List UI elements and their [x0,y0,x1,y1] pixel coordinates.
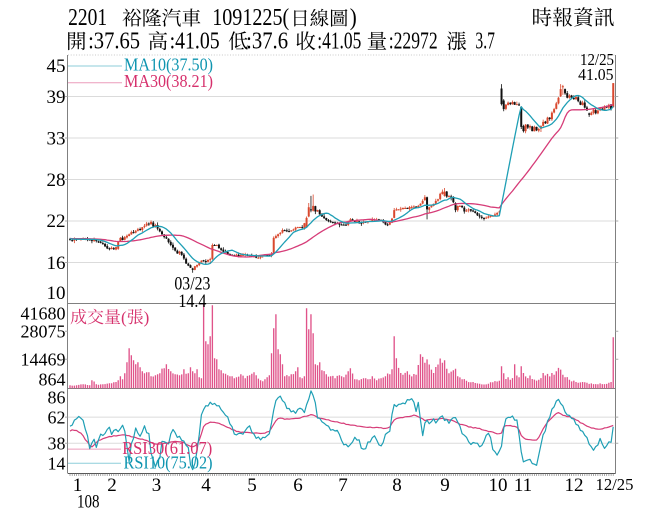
svg-text:4: 4 [201,475,211,496]
svg-text::37.6: :37.6 [246,29,288,55]
svg-text::41.05: :41.05 [317,29,361,55]
svg-text:14.4: 14.4 [178,291,206,312]
svg-text::41.05: :41.05 [170,29,220,55]
svg-text:2: 2 [107,475,117,496]
svg-text:5: 5 [247,475,257,496]
svg-text:864: 864 [39,369,66,389]
svg-text:22: 22 [47,211,66,232]
svg-text:MA30(38.21): MA30(38.21) [124,71,213,91]
svg-text:03/23: 03/23 [174,274,210,295]
svg-text:6: 6 [293,475,303,496]
svg-text:12: 12 [565,475,584,496]
svg-text:12/25: 12/25 [596,475,634,494]
svg-text:2201: 2201 [68,4,107,31]
svg-text:3: 3 [152,475,162,496]
svg-text:(: ( [121,308,127,327]
svg-text:33: 33 [47,128,66,149]
svg-text:28075: 28075 [21,322,66,342]
svg-text:3.7: 3.7 [475,29,495,55]
svg-text:14: 14 [48,454,66,474]
svg-text:1091225(: 1091225( [212,4,289,31]
svg-text:11: 11 [514,475,532,496]
svg-text:28: 28 [47,170,66,191]
svg-text:45: 45 [47,56,66,77]
svg-text:9: 9 [440,475,450,496]
svg-text:1: 1 [73,475,83,496]
svg-text:38: 38 [48,434,66,454]
svg-text:RSI10(75.02): RSI10(75.02) [124,453,213,473]
svg-text:10: 10 [47,283,66,304]
svg-text:7: 7 [338,475,348,496]
svg-text:14469: 14469 [21,350,66,370]
svg-text:16: 16 [47,253,66,274]
svg-text:RSI30(61.07): RSI30(61.07) [122,438,212,458]
svg-text:): ) [350,4,357,31]
svg-text:8: 8 [392,475,402,496]
svg-text:108: 108 [77,492,100,513]
svg-text:41.05: 41.05 [578,65,613,84]
svg-text:39: 39 [47,87,66,108]
svg-text:86: 86 [48,388,66,408]
svg-text::37.65: :37.65 [88,29,140,55]
svg-text:41680: 41680 [21,303,66,323]
svg-text:10: 10 [489,475,508,496]
svg-text:62: 62 [48,407,66,427]
svg-text:MA10(37.50): MA10(37.50) [124,55,213,75]
svg-text:12/25: 12/25 [580,50,614,69]
svg-text::22972: :22972 [389,29,438,55]
svg-text:): ) [144,308,150,327]
